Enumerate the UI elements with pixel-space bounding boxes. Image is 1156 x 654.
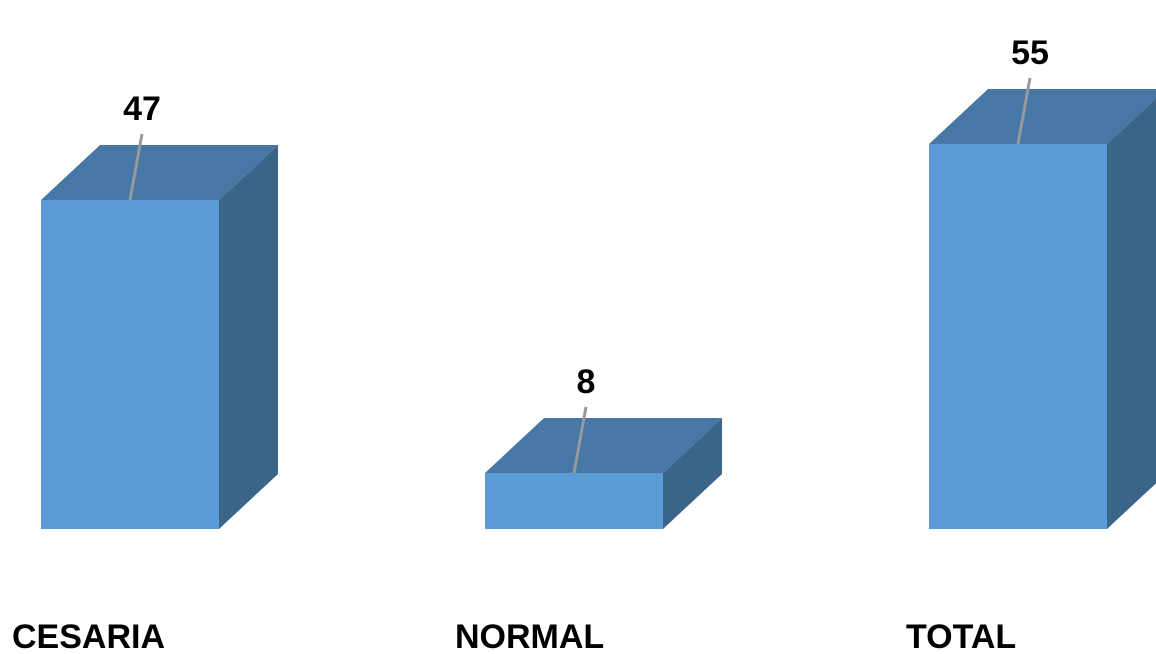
- data-label-leader: [1016, 77, 1032, 145]
- bar-normal: [485, 406, 722, 529]
- bar-top-face: [485, 418, 722, 473]
- bar-front-face: [41, 200, 219, 529]
- bar-side-face: [219, 145, 278, 529]
- data-label: 55: [1011, 34, 1049, 72]
- bar-total: [929, 77, 1156, 529]
- bar-side-face: [663, 418, 722, 529]
- category-label: NORMAL: [455, 618, 604, 654]
- bar-side-face: [1107, 98, 1156, 529]
- category-label: TOTAL: [906, 618, 1016, 654]
- data-label-leader: [128, 133, 144, 201]
- category-label: CESARIA: [12, 618, 165, 654]
- bar-cesaria: [41, 133, 278, 529]
- bar-front-face: [929, 144, 1107, 529]
- bar-front-face: [485, 473, 663, 529]
- bar-top-face: [929, 89, 1156, 144]
- labels-layer: 47 CESARIA 8 NORMAL 55 TOTAL: [12, 34, 1049, 654]
- bar-top-face: [41, 145, 278, 200]
- data-label: 47: [123, 90, 161, 128]
- bars-layer: [41, 77, 1156, 529]
- data-label-leader: [572, 406, 588, 474]
- data-label: 8: [577, 363, 596, 401]
